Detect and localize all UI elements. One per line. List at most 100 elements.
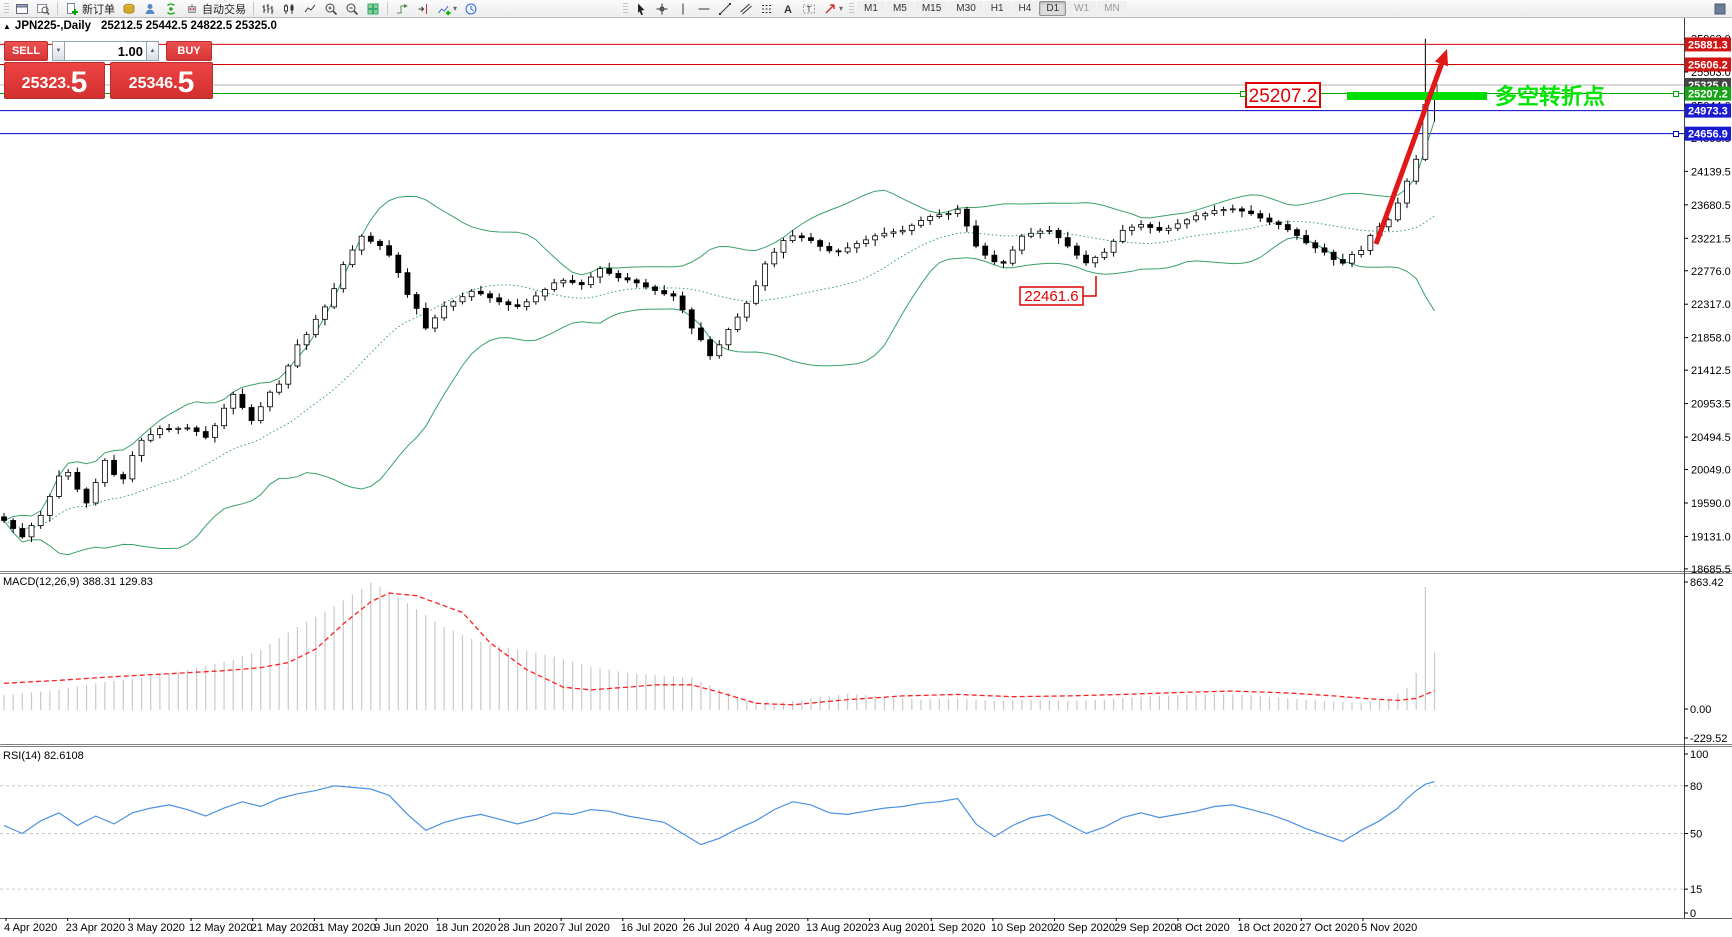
dropdown-caret-icon: ▾ [839,4,844,13]
object-anchor-handle[interactable] [1240,91,1246,97]
svg-text:20953.5: 20953.5 [1691,399,1731,411]
chart-shift-icon[interactable] [413,1,433,17]
new-order-label: 新订单 [82,3,115,16]
tile-windows-icon[interactable] [363,1,383,17]
sell-price[interactable]: 25323. 5 [4,62,105,99]
line-chart-icon[interactable] [300,1,320,17]
timeframe-button-mn[interactable]: MN [1097,1,1127,16]
svg-text:50: 50 [1690,829,1702,841]
svg-text:-229.52: -229.52 [1690,733,1727,745]
buy-button[interactable]: BUY [166,41,212,61]
svg-text:0: 0 [1690,908,1696,920]
price-badge-25606.2: 25606.2 [1685,57,1731,72]
timeframe-button-m1[interactable]: M1 [857,1,885,16]
support-price-label[interactable]: 22461.6 [1019,276,1097,306]
toolbar-drag-handle[interactable] [849,2,855,15]
toolbar-more-icon[interactable] [1710,1,1730,17]
label-icon[interactable]: T [799,1,819,17]
svg-text:25881.3: 25881.3 [1688,39,1728,51]
toolbar-separator [387,2,388,15]
timeframe-button-m30[interactable]: M30 [949,1,983,16]
svg-text:21412.5: 21412.5 [1691,365,1731,377]
svg-text:27 Oct 2020: 27 Oct 2020 [1299,922,1359,934]
timeframe-button-h1[interactable]: H1 [983,1,1011,16]
timeframe-button-m5[interactable]: M5 [885,1,914,16]
svg-text:8 Oct 2020: 8 Oct 2020 [1176,922,1230,934]
autotrading-button[interactable]: 自动交易 [182,1,249,17]
gold-icon[interactable] [119,1,139,17]
price-badge-24973.3: 24973.3 [1685,103,1731,118]
periods-icon[interactable] [461,1,481,17]
cursor-icon[interactable] [631,1,651,17]
toolbar-drag-handle[interactable] [623,2,629,15]
one-click-collapse-icon[interactable]: ▲ [3,21,11,31]
fibonacci-icon[interactable] [757,1,777,17]
svg-text:20049.0: 20049.0 [1691,465,1731,477]
one-click-trading-panel: SELL ▼ ▲ BUY 25323.5 25346.5 [4,41,214,99]
object-anchor-handle[interactable] [1673,91,1679,97]
svg-text:20494.5: 20494.5 [1691,432,1731,444]
sell-button[interactable]: SELL [4,41,48,61]
rsi-axis: 100 80 50 15 0 [1684,749,1708,920]
svg-text:23680.5: 23680.5 [1691,200,1731,212]
chart-ohlc-values: 25212.5 25442.5 24822.5 25325.0 [101,20,277,32]
panel-frames [0,18,1732,919]
pivot-highlight-bar[interactable] [1347,92,1487,100]
toolbar-drag-handle[interactable] [4,2,9,15]
svg-text:22317.0: 22317.0 [1691,299,1731,311]
object-anchor-handle[interactable] [1673,131,1679,137]
timeframe-button-d1[interactable]: D1 [1039,1,1067,16]
svg-text:22461.6: 22461.6 [1024,288,1078,305]
auto-scroll-icon[interactable] [392,1,412,17]
new-order-button[interactable]: 新订单 [62,1,118,17]
zoom-out-icon[interactable] [342,1,362,17]
svg-text:1 Sep 2020: 1 Sep 2020 [929,922,985,934]
trendline-icon[interactable] [715,1,735,17]
horizontal-line-icon[interactable] [694,1,714,17]
svg-text:12 May 2020: 12 May 2020 [189,922,253,934]
volume-increase-button[interactable]: ▲ [146,41,159,61]
radar-icon[interactable] [161,1,181,17]
svg-text:21858.0: 21858.0 [1691,333,1731,345]
svg-text:20 Sep 2020: 20 Sep 2020 [1053,922,1115,934]
svg-text:25207.2: 25207.2 [1249,86,1318,107]
preview-icon[interactable] [33,1,53,17]
arrows-icon[interactable]: ▾ [820,1,846,17]
svg-text:4 Aug 2020: 4 Aug 2020 [744,922,800,934]
buy-price-pip: 5 [177,66,195,99]
trend-arrow[interactable] [1373,49,1449,245]
indicators-icon[interactable]: ▾ [434,1,460,17]
svg-text:19131.0: 19131.0 [1691,531,1731,543]
macd-axis: 863.42 0.00 -229.52 [1684,577,1727,745]
toolbar: 新订单 自动交易 ▾ A T ▾ M1 M5 M15 M30 H1 H4 D1 W1 MN [0,0,1732,18]
pivot-annotation-text[interactable]: 多空转折点 [1495,84,1605,109]
svg-text:18 Oct 2020: 18 Oct 2020 [1238,922,1298,934]
volume-input[interactable] [65,41,146,61]
svg-text:9 Jun 2020: 9 Jun 2020 [374,922,428,934]
buy-price[interactable]: 25346. 5 [110,62,213,99]
pivot-price-label[interactable]: 25207.2 [1245,82,1321,108]
crosshair-icon[interactable] [652,1,672,17]
svg-text:4 Apr 2020: 4 Apr 2020 [4,922,57,934]
candle-chart-icon[interactable] [279,1,299,17]
svg-text:31 May 2020: 31 May 2020 [312,922,376,934]
user-icon[interactable] [140,1,160,17]
timeframe-button-h4[interactable]: H4 [1011,1,1039,16]
timeframe-button-m15[interactable]: M15 [914,1,949,16]
zoom-in-icon[interactable] [321,1,341,17]
svg-text:24973.3: 24973.3 [1688,106,1728,118]
chart-window-icon[interactable] [12,1,32,17]
channel-icon[interactable] [736,1,756,17]
dropdown-caret-icon: ▾ [453,4,458,13]
volume-decrease-button[interactable]: ▼ [52,41,65,61]
vertical-line-icon[interactable] [673,1,693,17]
price-badge-25881.3: 25881.3 [1685,37,1731,52]
bar-chart-icon[interactable] [258,1,278,17]
svg-text:13 Aug 2020: 13 Aug 2020 [806,922,868,934]
svg-text:23 Aug 2020: 23 Aug 2020 [868,922,930,934]
timeframe-button-w1[interactable]: W1 [1067,1,1097,16]
text-icon[interactable]: A [778,1,798,17]
price-badge-24656.9: 24656.9 [1685,126,1731,141]
toolbar-separator [253,2,254,15]
svg-text:24656.9: 24656.9 [1688,129,1728,141]
